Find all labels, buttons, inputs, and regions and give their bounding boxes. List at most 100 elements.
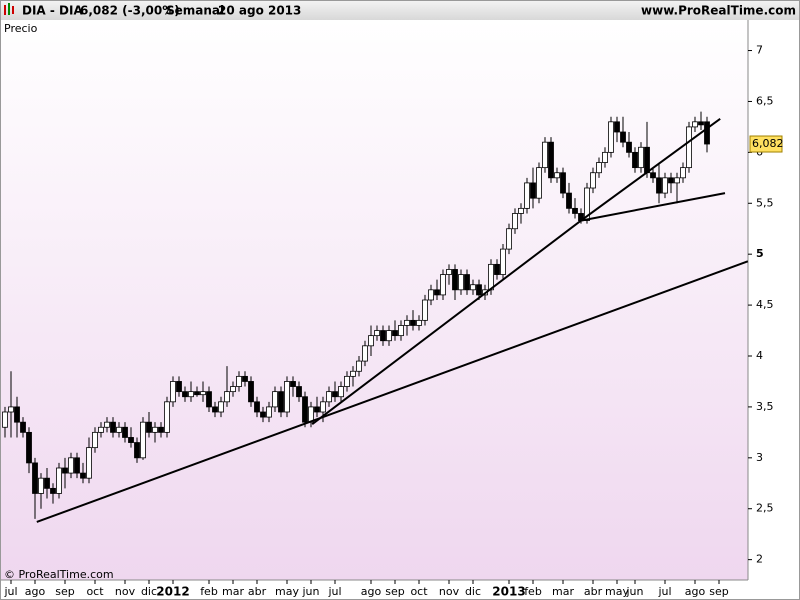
x-tick-label: jul <box>327 585 341 598</box>
x-tick-label: may <box>275 585 299 598</box>
candle-body <box>374 330 380 337</box>
candle-body <box>650 172 656 179</box>
candle-body <box>548 141 554 179</box>
candle-body <box>38 477 44 494</box>
candle-body <box>188 391 194 398</box>
candle-body <box>398 325 404 337</box>
candle-body <box>602 151 608 163</box>
candle-body <box>362 345 368 362</box>
candle-body <box>224 391 230 403</box>
candle-body <box>704 121 710 145</box>
candle-body <box>110 421 116 433</box>
candle-body <box>350 370 356 377</box>
candle-body <box>656 177 662 194</box>
candle-body <box>632 151 638 169</box>
trendline <box>580 192 726 222</box>
candle-body <box>182 391 188 398</box>
candle-body <box>692 121 698 128</box>
candle-body <box>248 381 254 403</box>
x-tick-label: ago <box>685 585 706 598</box>
x-tick-label: ago <box>361 585 382 598</box>
candle-body <box>404 319 410 326</box>
candle-body <box>254 401 260 413</box>
candle-body <box>56 467 62 494</box>
candle-body <box>566 192 572 209</box>
candle-body <box>62 467 68 474</box>
candle-body <box>272 391 278 408</box>
candle-body <box>212 406 218 413</box>
candle-body <box>680 167 686 179</box>
candle-body <box>356 360 362 372</box>
candle-body <box>74 457 80 474</box>
period: Semanal <box>166 4 224 18</box>
series-label: Precio <box>4 22 38 35</box>
candle-body <box>26 431 32 464</box>
candle-body <box>158 426 164 433</box>
candle-body <box>236 375 242 387</box>
candle-body <box>500 248 506 275</box>
y-tick-label: 7 <box>756 44 763 57</box>
candle-body <box>14 406 20 423</box>
candle-body <box>434 289 440 296</box>
x-tick-label: jul <box>3 585 17 598</box>
candle-body <box>314 406 320 413</box>
candle-body <box>476 284 482 296</box>
candle-body <box>44 477 50 489</box>
candle-body <box>206 391 212 408</box>
candle-body <box>452 269 458 291</box>
y-tick-label: 3 <box>756 451 763 464</box>
candle-body <box>296 386 302 398</box>
site[interactable]: www.ProRealTime.com <box>641 4 796 18</box>
candle-body <box>428 289 434 301</box>
plot-area <box>0 20 748 580</box>
candle-body <box>326 391 332 403</box>
x-tick-label: 2013 <box>492 585 525 599</box>
candle-body <box>134 442 140 459</box>
candle-body <box>644 146 650 174</box>
candle-body <box>92 431 98 449</box>
candle-body <box>302 396 308 423</box>
x-tick-label: jun <box>302 585 320 598</box>
candle-body <box>668 177 674 184</box>
candle-body <box>608 121 614 153</box>
x-tick-label: abr <box>248 585 267 598</box>
x-tick-label: mar <box>222 585 244 598</box>
candle-body <box>8 406 14 413</box>
candle-body <box>380 330 386 342</box>
candle-body <box>140 421 146 459</box>
candle-body <box>50 487 56 494</box>
y-tick-label: 5,5 <box>756 196 774 209</box>
symbol: DIA - DIA <box>22 4 83 18</box>
candle-body <box>176 381 182 393</box>
x-tick-label: dic <box>465 585 481 598</box>
candle-body <box>290 381 296 387</box>
candle-body <box>440 274 446 296</box>
candle-body <box>230 386 236 393</box>
x-tick-label: jun <box>626 585 644 598</box>
candle-body <box>278 391 284 413</box>
candle-body <box>410 319 416 326</box>
y-tick-label: 4 <box>756 349 763 362</box>
x-tick-label: jul <box>657 585 671 598</box>
last-price-label: 6,082 <box>752 137 784 150</box>
date: 20 ago 2013 <box>218 4 301 18</box>
candle-body <box>260 411 266 418</box>
candle-body <box>518 207 524 214</box>
candle-body <box>368 335 374 347</box>
x-tick-label: sep <box>385 585 404 598</box>
candle-body <box>320 401 326 413</box>
candle-body <box>86 447 92 479</box>
candle-body <box>464 274 470 291</box>
candles <box>2 111 710 519</box>
quote: 6,082 (-3,00%) <box>80 4 180 18</box>
candle-body <box>470 284 476 291</box>
candle-body <box>20 421 26 433</box>
y-tick-label: 2 <box>756 553 763 566</box>
y-tick-label: 4,5 <box>756 298 774 311</box>
candle-body <box>524 182 530 209</box>
candle-body <box>32 462 38 494</box>
y-tick-label: 2,5 <box>756 502 774 515</box>
candle-body <box>422 299 428 321</box>
candle-body <box>80 472 86 479</box>
header-bar <box>0 0 800 20</box>
